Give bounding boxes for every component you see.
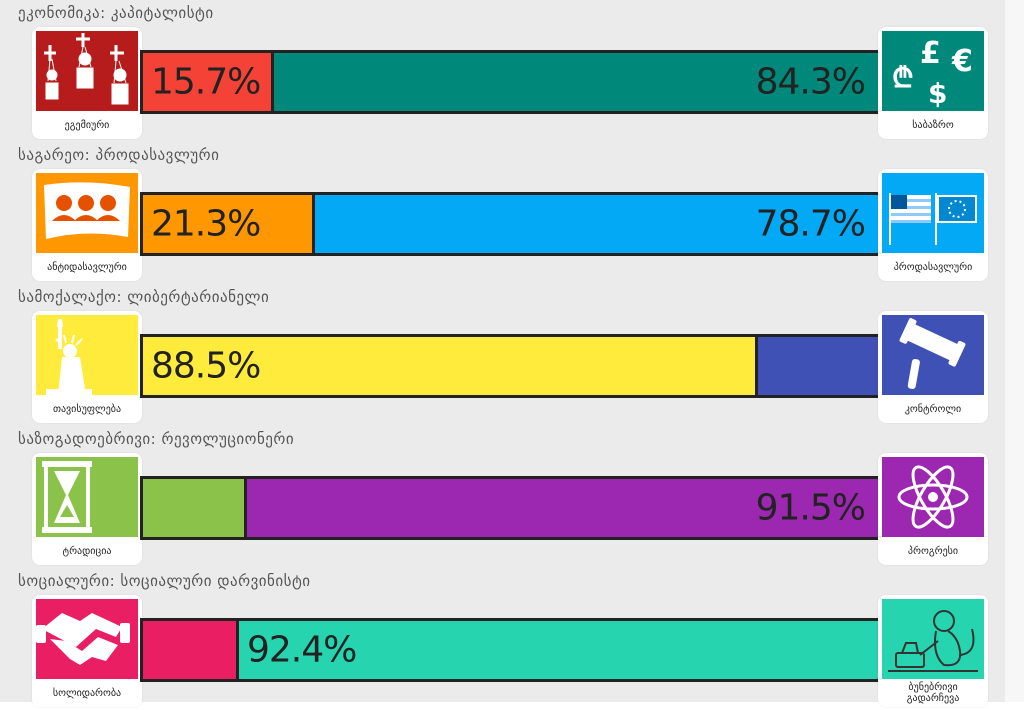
axis-title: ეკონომიკა: კაპიტალისტი bbox=[18, 4, 214, 22]
score-bar: 91.5% bbox=[140, 476, 882, 540]
currency-symbols-icon: £ € ₾ $ bbox=[882, 31, 984, 111]
handshake-icon bbox=[36, 599, 138, 679]
right-score-percent: 91.5% bbox=[755, 487, 866, 529]
right-value-caption: ბუნებრივი გადარჩევა bbox=[906, 682, 960, 704]
right-value-card: პროდასავლური bbox=[878, 169, 988, 281]
left-value-caption: სოლიდარობა bbox=[52, 687, 122, 699]
right-score-segment: 92.4% bbox=[239, 621, 879, 679]
axis-economic: ეკონომიკა: კაპიტალისტი ეგემიური 15.7% 84… bbox=[0, 0, 1005, 142]
left-score-segment bbox=[143, 621, 239, 679]
marionette-people-icon bbox=[36, 31, 138, 111]
axis-title: სამოქალაქო: ლიბერტარიანელი bbox=[18, 288, 270, 306]
right-score-percent: 84.3% bbox=[755, 61, 866, 103]
right-value-caption: კონტროლი bbox=[904, 403, 962, 415]
left-score-percent: 15.7% bbox=[151, 61, 261, 103]
left-value-card: ეგემიური bbox=[32, 27, 142, 139]
score-bar: 88.5% bbox=[140, 334, 882, 398]
right-score-segment: 78.7% bbox=[315, 195, 879, 253]
protest-flag-icon bbox=[36, 173, 138, 253]
left-score-percent: 88.5% bbox=[151, 345, 261, 387]
score-bar: 21.3% 78.7% bbox=[140, 192, 882, 256]
right-score-percent: 78.7% bbox=[755, 203, 866, 245]
score-bar: 15.7% 84.3% bbox=[140, 50, 882, 114]
axis-foreign: საგარეო: პროდასავლური ანტიდასავლური 21.3… bbox=[0, 142, 1005, 284]
right-value-caption: პროგრესი bbox=[907, 545, 959, 557]
right-value-card: £ € ₾ $ საბაზრო bbox=[878, 27, 988, 139]
gavel-icon bbox=[882, 315, 984, 395]
statue-of-liberty-icon bbox=[36, 315, 138, 395]
right-value-card: ბუნებრივი გადარჩევა bbox=[878, 595, 988, 707]
left-value-card: ტრადიცია bbox=[32, 453, 142, 565]
left-score-segment: 15.7% bbox=[143, 53, 274, 111]
left-value-caption: თავისუფლება bbox=[52, 403, 122, 415]
left-value-caption: ეგემიური bbox=[64, 119, 110, 131]
axis-civil: სამოქალაქო: ლიბერტარიანელი თავისუფლება 8… bbox=[0, 284, 1005, 426]
left-score-segment bbox=[143, 479, 247, 537]
monkey-typewriter-icon bbox=[882, 599, 984, 679]
axis-title: საზოგადოებრივი: რევოლუციონერი bbox=[18, 430, 295, 448]
axis-social: სოციალური: სოციალური დარვინისტი სოლიდარო… bbox=[0, 568, 1005, 710]
axis-title: სოციალური: სოციალური დარვინისტი bbox=[18, 572, 311, 590]
axis-societal: საზოგადოებრივი: რევოლუციონერი ტრადიცია 9… bbox=[0, 426, 1005, 568]
right-score-segment bbox=[758, 337, 879, 395]
hourglass-icon bbox=[36, 457, 138, 537]
left-value-caption: ტრადიცია bbox=[62, 545, 112, 557]
score-bar: 92.4% bbox=[140, 618, 882, 682]
left-value-caption: ანტიდასავლური bbox=[47, 261, 127, 273]
axis-title: საგარეო: პროდასავლური bbox=[18, 146, 220, 164]
right-value-card: კონტროლი bbox=[878, 311, 988, 423]
page-scrollbar[interactable] bbox=[1005, 0, 1024, 702]
right-score-percent: 92.4% bbox=[247, 629, 357, 671]
left-score-segment: 21.3% bbox=[143, 195, 315, 253]
svg-text:$: $ bbox=[928, 77, 947, 110]
left-score-segment: 88.5% bbox=[143, 337, 758, 395]
us-eu-flags-icon bbox=[882, 173, 984, 253]
svg-text:£: £ bbox=[920, 36, 941, 71]
right-score-segment: 84.3% bbox=[274, 53, 879, 111]
right-score-segment: 91.5% bbox=[247, 479, 879, 537]
left-score-percent: 21.3% bbox=[151, 203, 261, 245]
svg-text:₾: ₾ bbox=[892, 61, 914, 94]
left-value-card: თავისუფლება bbox=[32, 311, 142, 423]
svg-text:€: € bbox=[951, 44, 973, 79]
right-value-caption: საბაზრო bbox=[912, 119, 954, 131]
atom-icon bbox=[882, 457, 984, 537]
left-value-card: ანტიდასავლური bbox=[32, 169, 142, 281]
left-value-card: სოლიდარობა bbox=[32, 595, 142, 707]
right-value-caption: პროდასავლური bbox=[893, 261, 973, 273]
right-value-card: პროგრესი bbox=[878, 453, 988, 565]
